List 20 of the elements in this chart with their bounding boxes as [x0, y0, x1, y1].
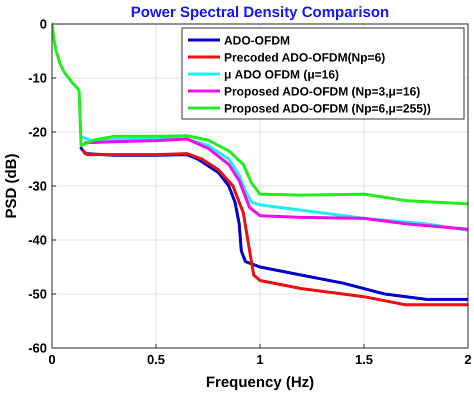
legend-label: Precoded ADO-OFDM(Np=6): [224, 50, 386, 64]
x-axis-title: Frequency (Hz): [206, 374, 314, 391]
y-tick-label: -40: [28, 232, 47, 248]
y-tick-label: -50: [28, 286, 47, 302]
line-series: [52, 22, 468, 206]
y-tick-label: 0: [40, 16, 47, 32]
x-tick-label: 1.5: [354, 352, 374, 367]
legend-label: Proposed ADO-OFDM (Np=3,μ=16): [224, 84, 420, 98]
legend-label: ADO-OFDM: [224, 34, 290, 48]
x-tick-label: 0.5: [146, 352, 166, 367]
legend-label: Proposed ADO-OFDM (Np=6,μ=255)): [224, 102, 431, 116]
y-tick-label: -30: [28, 178, 47, 194]
y-tick-label: -20: [28, 124, 47, 140]
x-tick-label: 1: [256, 352, 264, 367]
x-tick-label: 2: [464, 352, 472, 367]
y-tick-label: -10: [28, 70, 47, 86]
legend-label: μ ADO OFDM (μ=16): [224, 68, 340, 82]
chart-title: Power Spectral Density Comparison: [130, 4, 390, 21]
y-axis-title: PSD (dB): [3, 154, 20, 218]
y-tick-label: -60: [28, 340, 47, 356]
